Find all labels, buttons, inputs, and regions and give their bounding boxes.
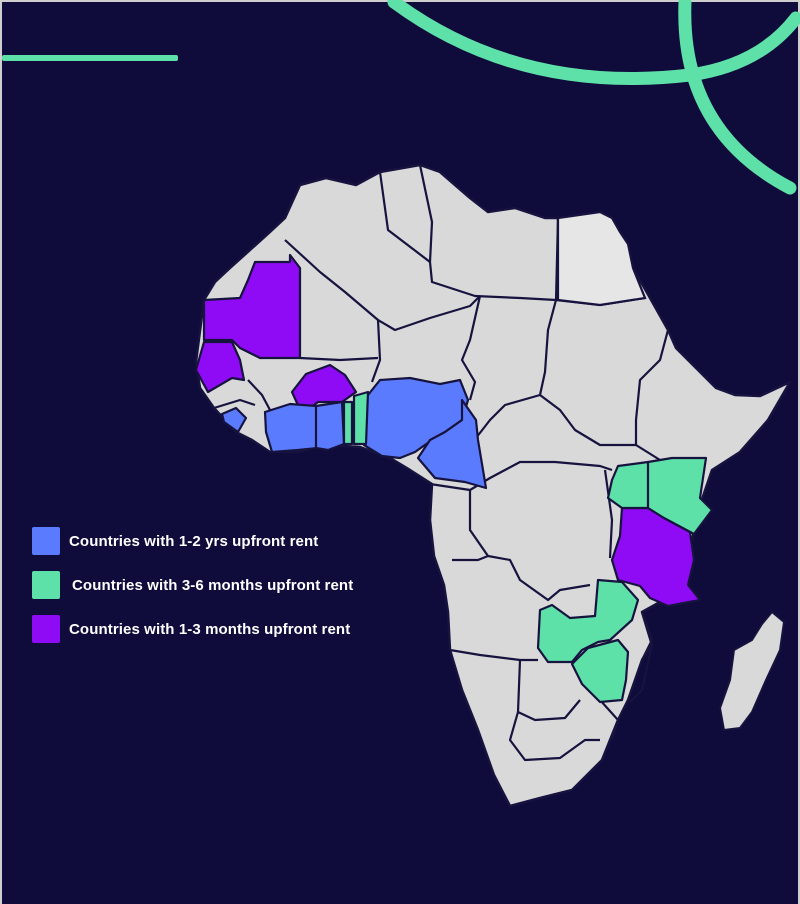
country-togo: [342, 400, 354, 446]
accent-line: [2, 55, 178, 61]
decorative-arc-outer: [387, 0, 800, 86]
group-one-three-months: [194, 253, 702, 608]
legend-swatch-blue: [32, 527, 60, 555]
country-ghana: [314, 400, 346, 452]
decorative-arcs: [387, 0, 800, 195]
country-benin: [352, 390, 370, 446]
country-egypt: [556, 210, 647, 307]
group-one-two-years: [220, 376, 488, 490]
legend-swatch-green: [32, 571, 60, 599]
legend-label: Countries with 1-2 yrs upfront rent: [69, 532, 319, 550]
group-three-six-months: [342, 390, 714, 704]
country-kenya: [646, 456, 714, 536]
legend-label: Countries with 1-3 months upfront rent: [69, 620, 351, 638]
legend-swatch-purple: [32, 615, 60, 643]
frame-right-border: [798, 0, 800, 904]
legend-label: Countries with 3-6 months upfront rent: [72, 576, 354, 594]
country-cote-divoire: [263, 402, 320, 454]
legend-item-one-two-years: Countries with 1-2 yrs upfront rent: [32, 526, 353, 556]
country-mauritania: [202, 253, 302, 360]
country-madagascar: [718, 610, 786, 732]
country-zimbabwe: [570, 638, 630, 704]
decorative-arc-inner: [678, 0, 797, 195]
legend-item-three-six-months: Countries with 3-6 months upfront rent: [32, 570, 353, 600]
frame-left-border: [0, 0, 2, 904]
country-sierra-leone: [220, 406, 248, 434]
legend: Countries with 1-2 yrs upfront rent Coun…: [32, 526, 353, 658]
country-zambia: [536, 578, 640, 664]
country-senegal: [194, 340, 246, 394]
country-cameroon: [416, 398, 488, 490]
legend-item-one-three-months: Countries with 1-3 months upfront rent: [32, 614, 353, 644]
